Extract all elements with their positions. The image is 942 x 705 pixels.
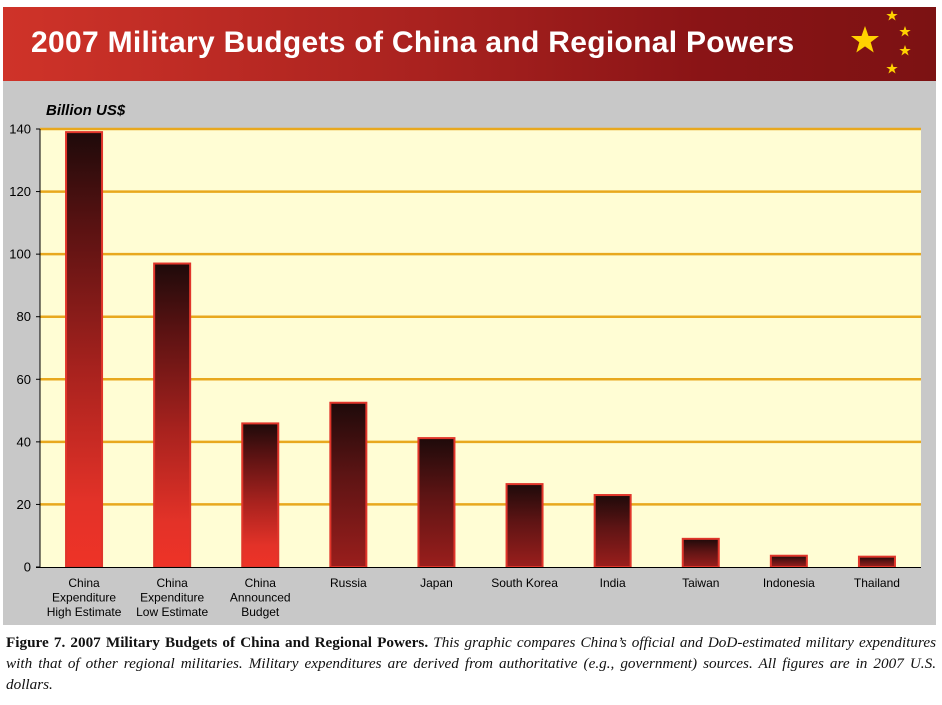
y-tick-label: 120 [9, 184, 31, 199]
bar [241, 422, 280, 568]
bar [65, 131, 104, 568]
x-tick-label: Russia [330, 576, 367, 590]
x-tick-label: China Expenditure High Estimate [47, 576, 122, 619]
y-tick-label: 80 [17, 309, 31, 324]
small-star-icon [899, 26, 911, 37]
bars [65, 131, 896, 569]
bar [593, 494, 632, 568]
bar [329, 401, 368, 568]
chart-title: 2007 Military Budgets of China and Regio… [31, 26, 795, 59]
x-tick-label: Taiwan [682, 576, 719, 590]
y-tick-label: 140 [9, 122, 31, 137]
x-tick-label: India [600, 576, 626, 590]
bar [681, 537, 720, 568]
x-tick-label: South Korea [491, 576, 558, 590]
bar [153, 262, 192, 568]
bar [417, 437, 456, 568]
bar [505, 483, 544, 569]
bar [769, 554, 808, 568]
figure-caption: Figure 7. 2007 Military Budgets of China… [6, 632, 936, 695]
x-tick-label: China Expenditure Low Estimate [136, 576, 208, 619]
y-axis-label: Billion US$ [46, 102, 126, 119]
china-flag-stars-icon [851, 10, 911, 74]
large-star-icon [851, 26, 879, 53]
y-tick-label: 0 [24, 560, 31, 575]
title-banner: 2007 Military Budgets of China and Regio… [3, 7, 936, 81]
x-tick-label: China Announced Budget [230, 576, 291, 619]
caption-label: Figure 7. 2007 Military Budgets of China… [6, 634, 429, 651]
bar-chart: 0 20 40 60 80 100 120 140 China Expenditure High … [9, 122, 921, 619]
y-tick-label: 20 [17, 497, 31, 512]
x-tick-label: Thailand [854, 576, 900, 590]
y-tick-label: 40 [17, 434, 31, 449]
caption-text: This graphic compares China’s official a… [6, 634, 936, 693]
x-tick-label: Indonesia [763, 576, 815, 590]
y-tick-label: 60 [17, 372, 31, 387]
bar [857, 555, 896, 569]
y-tick-label: 100 [9, 247, 31, 262]
x-axis-labels: China Expenditure High Estimate China Expend… [47, 576, 900, 619]
small-star-icon [899, 45, 911, 56]
x-tick-label: Japan [420, 576, 453, 590]
small-star-icon [886, 63, 898, 74]
y-axis-ticks: 0 20 40 60 80 100 120 140 [9, 122, 40, 575]
small-star-icon [886, 10, 898, 21]
